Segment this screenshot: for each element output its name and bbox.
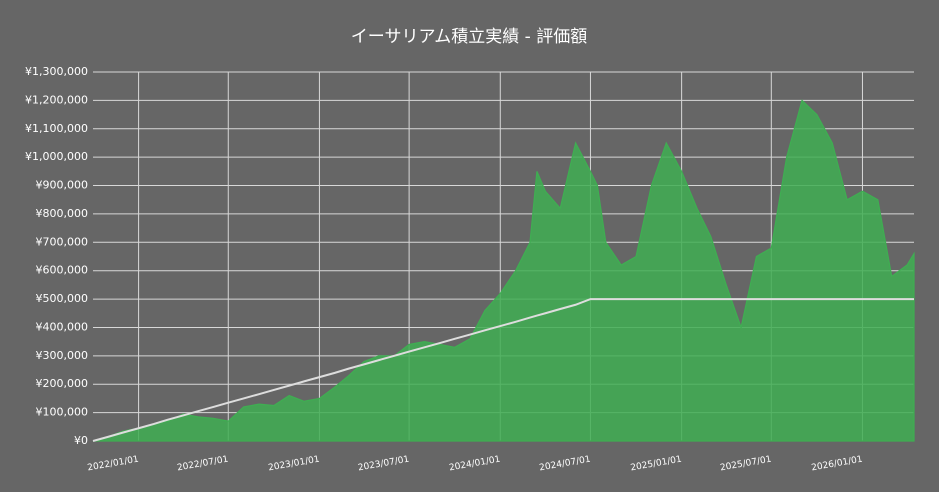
y-tick-label: ¥300,000 [36, 349, 89, 362]
y-tick-label: ¥1,100,000 [25, 122, 88, 135]
y-tick-label: ¥1,200,000 [25, 93, 88, 106]
y-tick-label: ¥600,000 [36, 264, 89, 277]
y-tick-label: ¥200,000 [36, 377, 89, 390]
y-tick-label: ¥900,000 [36, 179, 89, 192]
y-tick-label: ¥700,000 [36, 235, 89, 248]
y-tick-label: ¥0 [74, 434, 88, 447]
y-tick-label: ¥1,000,000 [25, 150, 88, 163]
y-tick-label: ¥500,000 [36, 292, 89, 305]
chart-title: イーサリアム積立実績 - 評価額 [351, 27, 587, 47]
y-tick-label: ¥400,000 [36, 320, 89, 333]
y-tick-label: ¥1,300,000 [25, 65, 88, 78]
area [92, 99, 915, 442]
line [92, 298, 914, 442]
y-tick-label: ¥800,000 [36, 207, 89, 220]
y-tick-label: ¥100,000 [36, 406, 89, 419]
